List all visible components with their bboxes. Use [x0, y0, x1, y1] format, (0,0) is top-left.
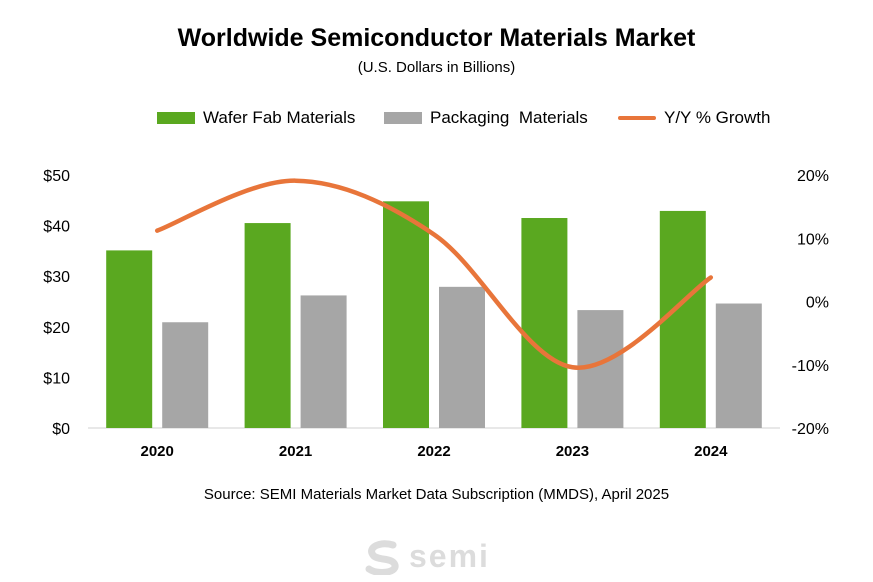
bar-packaging: [715, 303, 762, 428]
legend-item-wafer-fab: Wafer Fab Materials: [157, 108, 355, 128]
chart-title: Worldwide Semiconductor Materials Market: [177, 24, 696, 52]
y-left-tick-label: $10: [43, 370, 70, 387]
y-left-tick-label: $50: [43, 168, 70, 185]
legend-label-wafer-fab: Wafer Fab Materials: [203, 108, 356, 127]
growth-line: [154, 178, 714, 370]
y-left-tick-label: $30: [43, 269, 70, 286]
y-left-tick-label: $20: [43, 320, 70, 337]
bar-wafer-fab: [106, 250, 153, 428]
bar-wafer-fab: [659, 210, 706, 428]
semi-logo-text: semi: [409, 538, 490, 574]
legend-item-packaging: Packaging Materials: [384, 108, 588, 128]
x-tick-label: 2024: [694, 443, 728, 460]
semi-logo: semi: [363, 538, 490, 575]
legend-swatch-wafer-fab: [157, 112, 195, 124]
chart-plot: $0 $10 $20 $30 $40 $50 -20% -10% 0% 10% 20% 2020 202…: [43, 168, 829, 460]
y-right-tick-label: -10%: [792, 358, 829, 375]
bar-packaging: [300, 295, 347, 428]
legend-item-growth: Y/Y % Growth: [618, 108, 770, 128]
bar-wafer-fab: [383, 201, 429, 428]
bar-wafer-fab: [244, 223, 291, 428]
x-tick-label: 2022: [417, 443, 450, 460]
legend-swatch-packaging: [384, 112, 422, 124]
y-right-tick-label: 20%: [797, 168, 829, 185]
x-tick-label: 2023: [556, 443, 589, 460]
y-left-tick-label: $0: [52, 421, 70, 438]
legend-label-growth: Y/Y % Growth: [664, 108, 771, 127]
y-left-tick-label: $40: [43, 219, 70, 236]
source-note: Source: SEMI Materials Market Data Subsc…: [203, 486, 670, 503]
x-tick-label: 2021: [279, 443, 312, 460]
bar-packaging: [439, 286, 485, 428]
y-right-tick-label: 10%: [797, 231, 829, 248]
bar-wafer-fab: [521, 218, 568, 428]
semi-logo-icon: [365, 539, 399, 575]
legend-label-packaging: Packaging Materials: [430, 108, 588, 127]
y-right-tick-label: -20%: [792, 421, 829, 438]
y-right-tick-label: 0%: [806, 295, 829, 312]
x-tick-label: 2020: [141, 443, 174, 460]
chart-subtitle: (U.S. Dollars in Billions): [357, 59, 516, 76]
bar-packaging: [162, 322, 209, 428]
legend-swatch-growth: [618, 116, 656, 120]
legend: Wafer Fab Materials Packaging Materials …: [0, 108, 873, 130]
